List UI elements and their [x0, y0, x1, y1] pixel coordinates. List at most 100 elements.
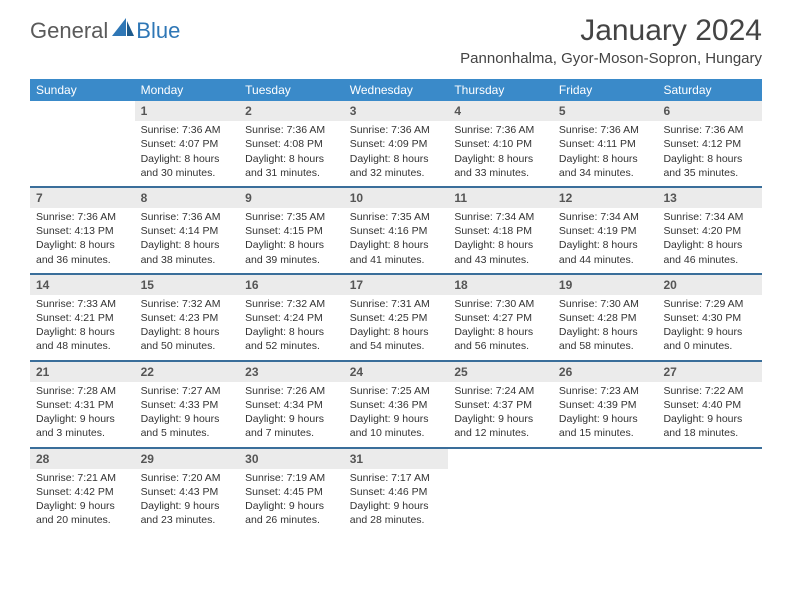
day-detail-line: Sunset: 4:39 PM: [559, 398, 652, 412]
day-number: 30: [239, 449, 344, 469]
day-number: 2: [239, 101, 344, 121]
day-detail-line: Sunset: 4:24 PM: [245, 311, 338, 325]
day-detail-line: Sunrise: 7:30 AM: [559, 297, 652, 311]
day-number: [657, 449, 762, 469]
day-details: Sunrise: 7:35 AMSunset: 4:15 PMDaylight:…: [239, 210, 344, 267]
day-cell: 21Sunrise: 7:28 AMSunset: 4:31 PMDayligh…: [30, 362, 135, 447]
day-number: 1: [135, 101, 240, 121]
weekday-header: Monday: [135, 79, 240, 101]
day-detail-line: and 56 minutes.: [454, 339, 547, 353]
day-number: 19: [553, 275, 658, 295]
day-detail-line: Daylight: 8 hours: [350, 325, 443, 339]
day-number: 23: [239, 362, 344, 382]
day-details: Sunrise: 7:36 AMSunset: 4:11 PMDaylight:…: [553, 123, 658, 180]
weekday-header: Tuesday: [239, 79, 344, 101]
day-detail-line: Sunrise: 7:20 AM: [141, 471, 234, 485]
day-cell: 7Sunrise: 7:36 AMSunset: 4:13 PMDaylight…: [30, 188, 135, 273]
day-details: Sunrise: 7:35 AMSunset: 4:16 PMDaylight:…: [344, 210, 449, 267]
day-detail-line: Sunset: 4:36 PM: [350, 398, 443, 412]
day-cell: 23Sunrise: 7:26 AMSunset: 4:34 PMDayligh…: [239, 362, 344, 447]
day-detail-line: Sunrise: 7:22 AM: [663, 384, 756, 398]
day-detail-line: and 18 minutes.: [663, 426, 756, 440]
day-detail-line: Daylight: 9 hours: [36, 412, 129, 426]
day-detail-line: Daylight: 8 hours: [245, 152, 338, 166]
day-details: Sunrise: 7:32 AMSunset: 4:24 PMDaylight:…: [239, 297, 344, 354]
day-detail-line: and 54 minutes.: [350, 339, 443, 353]
day-detail-line: and 38 minutes.: [141, 253, 234, 267]
day-detail-line: Sunset: 4:31 PM: [36, 398, 129, 412]
day-number: 25: [448, 362, 553, 382]
day-number: 17: [344, 275, 449, 295]
day-detail-line: and 31 minutes.: [245, 166, 338, 180]
day-number: 29: [135, 449, 240, 469]
day-detail-line: Daylight: 8 hours: [36, 325, 129, 339]
day-detail-line: Sunrise: 7:19 AM: [245, 471, 338, 485]
day-detail-line: Sunset: 4:11 PM: [559, 137, 652, 151]
day-cell: 17Sunrise: 7:31 AMSunset: 4:25 PMDayligh…: [344, 275, 449, 360]
day-details: Sunrise: 7:24 AMSunset: 4:37 PMDaylight:…: [448, 384, 553, 441]
day-detail-line: and 50 minutes.: [141, 339, 234, 353]
day-detail-line: Sunrise: 7:35 AM: [245, 210, 338, 224]
day-detail-line: Sunset: 4:25 PM: [350, 311, 443, 325]
day-detail-line: and 5 minutes.: [141, 426, 234, 440]
day-number: 28: [30, 449, 135, 469]
day-cell: 30Sunrise: 7:19 AMSunset: 4:45 PMDayligh…: [239, 449, 344, 534]
day-detail-line: Daylight: 9 hours: [141, 499, 234, 513]
day-detail-line: Sunset: 4:09 PM: [350, 137, 443, 151]
day-cell: 31Sunrise: 7:17 AMSunset: 4:46 PMDayligh…: [344, 449, 449, 534]
day-details: Sunrise: 7:34 AMSunset: 4:19 PMDaylight:…: [553, 210, 658, 267]
day-detail-line: Daylight: 9 hours: [141, 412, 234, 426]
day-details: Sunrise: 7:36 AMSunset: 4:08 PMDaylight:…: [239, 123, 344, 180]
brand-part1: General: [30, 18, 108, 44]
day-cell: 25Sunrise: 7:24 AMSunset: 4:37 PMDayligh…: [448, 362, 553, 447]
day-detail-line: Sunset: 4:20 PM: [663, 224, 756, 238]
day-cell: [448, 449, 553, 534]
day-detail-line: Daylight: 8 hours: [559, 325, 652, 339]
location-text: Pannonhalma, Gyor-Moson-Sopron, Hungary: [460, 50, 762, 67]
day-cell: 26Sunrise: 7:23 AMSunset: 4:39 PMDayligh…: [553, 362, 658, 447]
day-detail-line: Daylight: 9 hours: [559, 412, 652, 426]
day-detail-line: Sunset: 4:15 PM: [245, 224, 338, 238]
day-cell: 20Sunrise: 7:29 AMSunset: 4:30 PMDayligh…: [657, 275, 762, 360]
day-detail-line: Daylight: 9 hours: [245, 499, 338, 513]
day-number: 4: [448, 101, 553, 121]
day-detail-line: Sunset: 4:46 PM: [350, 485, 443, 499]
day-cell: 28Sunrise: 7:21 AMSunset: 4:42 PMDayligh…: [30, 449, 135, 534]
day-detail-line: Daylight: 9 hours: [663, 325, 756, 339]
day-detail-line: and 12 minutes.: [454, 426, 547, 440]
day-detail-line: and 32 minutes.: [350, 166, 443, 180]
day-detail-line: and 43 minutes.: [454, 253, 547, 267]
day-detail-line: and 3 minutes.: [36, 426, 129, 440]
title-block: January 2024 Pannonhalma, Gyor-Moson-Sop…: [460, 14, 762, 67]
day-detail-line: Sunrise: 7:24 AM: [454, 384, 547, 398]
day-detail-line: Sunrise: 7:21 AM: [36, 471, 129, 485]
day-detail-line: Sunset: 4:43 PM: [141, 485, 234, 499]
day-cell: 19Sunrise: 7:30 AMSunset: 4:28 PMDayligh…: [553, 275, 658, 360]
day-details: Sunrise: 7:30 AMSunset: 4:27 PMDaylight:…: [448, 297, 553, 354]
day-detail-line: Sunrise: 7:36 AM: [350, 123, 443, 137]
day-cell: 18Sunrise: 7:30 AMSunset: 4:27 PMDayligh…: [448, 275, 553, 360]
day-number: 9: [239, 188, 344, 208]
day-cell: 11Sunrise: 7:34 AMSunset: 4:18 PMDayligh…: [448, 188, 553, 273]
day-detail-line: and 46 minutes.: [663, 253, 756, 267]
day-detail-line: Daylight: 8 hours: [141, 325, 234, 339]
day-cell: 4Sunrise: 7:36 AMSunset: 4:10 PMDaylight…: [448, 101, 553, 186]
day-detail-line: Sunrise: 7:36 AM: [141, 210, 234, 224]
day-detail-line: Daylight: 8 hours: [663, 152, 756, 166]
day-detail-line: and 52 minutes.: [245, 339, 338, 353]
day-details: Sunrise: 7:28 AMSunset: 4:31 PMDaylight:…: [30, 384, 135, 441]
day-detail-line: and 15 minutes.: [559, 426, 652, 440]
day-detail-line: Sunrise: 7:33 AM: [36, 297, 129, 311]
day-detail-line: Daylight: 9 hours: [350, 499, 443, 513]
day-number: 11: [448, 188, 553, 208]
day-detail-line: Sunset: 4:13 PM: [36, 224, 129, 238]
day-details: Sunrise: 7:36 AMSunset: 4:13 PMDaylight:…: [30, 210, 135, 267]
day-number: 14: [30, 275, 135, 295]
day-detail-line: Daylight: 9 hours: [663, 412, 756, 426]
day-details: Sunrise: 7:22 AMSunset: 4:40 PMDaylight:…: [657, 384, 762, 441]
week-row: 7Sunrise: 7:36 AMSunset: 4:13 PMDaylight…: [30, 188, 762, 275]
day-details: Sunrise: 7:20 AMSunset: 4:43 PMDaylight:…: [135, 471, 240, 528]
day-details: Sunrise: 7:26 AMSunset: 4:34 PMDaylight:…: [239, 384, 344, 441]
day-detail-line: and 7 minutes.: [245, 426, 338, 440]
sail-icon: [112, 18, 134, 44]
